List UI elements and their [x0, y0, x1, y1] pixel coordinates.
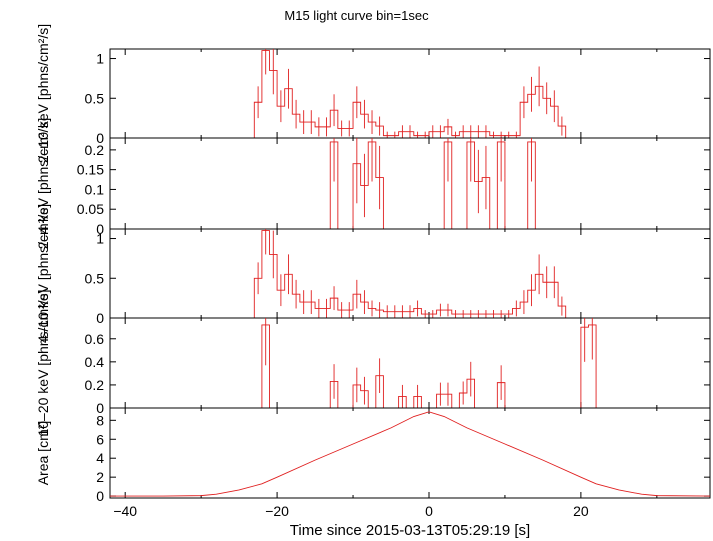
panel-frame [109, 48, 711, 139]
panels-group: 0 0.5 1 2–10 keV [phns/cm²/s] 0 0.05 0.1 0.15 0.… [35, 24, 711, 519]
y-tick-label: 0.05 [77, 201, 104, 217]
y-tick-label: 0.6 [85, 331, 105, 347]
chart-title: M15 light curve bin=1sec [284, 8, 429, 23]
panel-2: 0 0.05 0.1 0.15 0.2 2–4 keV [phns/cm²/s] [35, 118, 711, 250]
y-tick-label: 0 [96, 310, 104, 326]
panel-3: 0 0.5 1 4–10 keV [phns/cm²/s] [35, 204, 711, 343]
y-tick-label: 0.2 [85, 142, 105, 158]
panel-frame [109, 228, 711, 319]
y-tick-label: 0 [96, 400, 104, 416]
y-axis-label: 4–10 keV [phns/cm²/s] [35, 204, 51, 343]
y-tick-label: 4 [96, 450, 104, 466]
area-curve [110, 411, 711, 497]
panel-frame [109, 317, 711, 409]
y-tick-label: 0 [96, 130, 104, 146]
y-tick-label: 6 [96, 431, 104, 447]
y-tick-label: 0.1 [85, 181, 105, 197]
y-tick-label: 0.15 [77, 162, 104, 178]
x-tick-label: −40 [113, 503, 137, 519]
histogram-step [110, 324, 710, 409]
x-tick-label: −20 [265, 503, 289, 519]
y-axis-label: Area [cm²] [35, 421, 51, 486]
y-tick-label: 0.4 [85, 354, 105, 370]
y-axis-label: 2–10 keV [phns/cm²/s] [35, 24, 51, 163]
y-tick-label: 0.5 [85, 90, 105, 106]
y-tick-label: 1 [96, 51, 104, 67]
panel-4: 0 0.2 0.4 0.6 10–20 keV [phns/cm²/s] [35, 289, 711, 437]
panel-5: 0 2 4 6 8 Area [cm²] [35, 407, 711, 504]
y-tick-label: 0.2 [85, 377, 105, 393]
histogram-step [110, 50, 710, 139]
x-tick-label: 0 [425, 503, 433, 519]
panel-frame [109, 137, 711, 230]
histogram-step [110, 230, 710, 319]
y-tick-label: 8 [96, 412, 104, 428]
y-axis-label: 10–20 keV [phns/cm²/s] [35, 289, 51, 436]
y-axis-label: 2–4 keV [phns/cm²/s] [35, 118, 51, 250]
y-tick-label: 0 [96, 221, 104, 237]
histogram-step [110, 141, 710, 230]
y-tick-label: 0.5 [85, 270, 105, 286]
y-tick-label: 1 [96, 231, 104, 247]
panel-frame [109, 407, 711, 499]
x-axis-label: Time since 2015-03-13T05:29:19 [s] [289, 522, 531, 539]
x-tick-label: 20 [573, 503, 589, 519]
y-tick-label: 0 [96, 488, 104, 504]
y-tick-label: 2 [96, 469, 104, 485]
